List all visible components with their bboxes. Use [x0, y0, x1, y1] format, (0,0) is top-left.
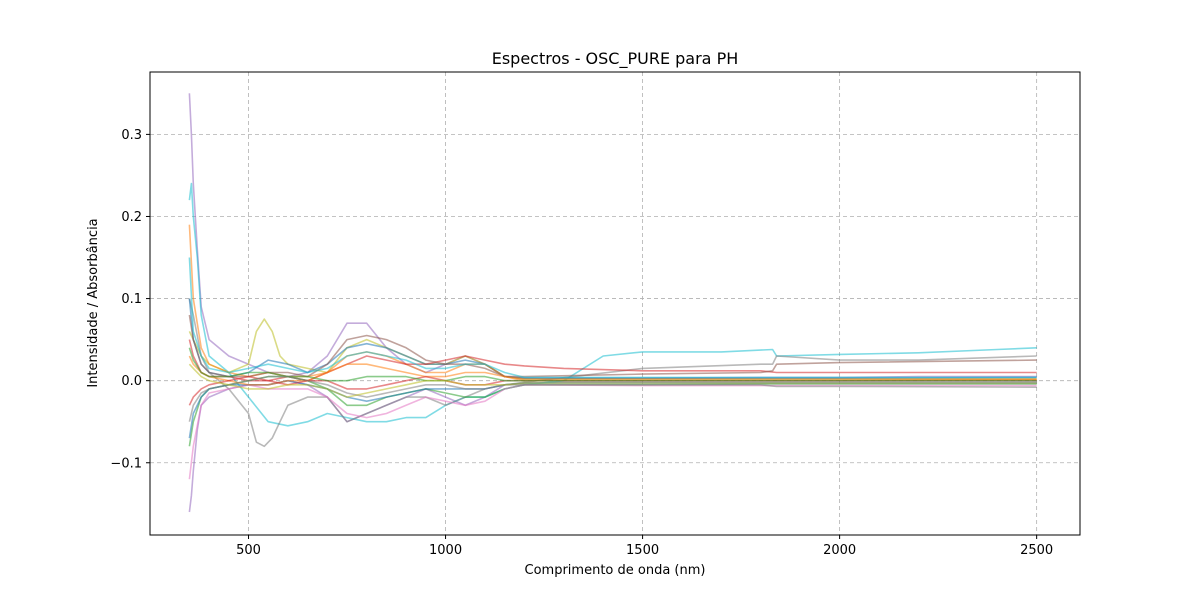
x-tick-label: 1500	[626, 543, 659, 558]
series-group	[188, 93, 1037, 513]
y-tick-label: 0.1	[121, 292, 142, 307]
x-tick-label: 500	[236, 543, 261, 558]
x-tick-label: 2500	[1020, 543, 1053, 558]
x-axis-label: Comprimento de onda (nm)	[525, 563, 706, 578]
x-tick-label: 1000	[429, 543, 462, 558]
spectrum-line-12	[188, 257, 1037, 379]
spectrum-line-18	[188, 363, 1037, 398]
x-axis-ticks: 500 1000 1500 2000 2500	[236, 535, 1053, 558]
plot-frame	[149, 71, 1081, 536]
spectrum-line-3	[188, 182, 1037, 427]
spectrum-line-11	[188, 383, 1037, 480]
spectrum-line-16	[188, 347, 1037, 382]
spectrum-line-5	[188, 298, 1037, 448]
y-tick-label: 0.2	[121, 210, 142, 225]
y-axis-ticks: −0.1 0.0 0.1 0.2 0.3	[110, 128, 150, 471]
y-tick-label: −0.1	[110, 456, 142, 471]
chart-title: Espectros - OSC_PURE para PH	[492, 49, 739, 69]
y-tick-label: 0.3	[121, 128, 142, 143]
y-axis-label: Intensidade / Absorbância	[86, 218, 101, 387]
y-tick-label: 0.0	[121, 374, 142, 389]
x-tick-label: 2000	[823, 543, 856, 558]
